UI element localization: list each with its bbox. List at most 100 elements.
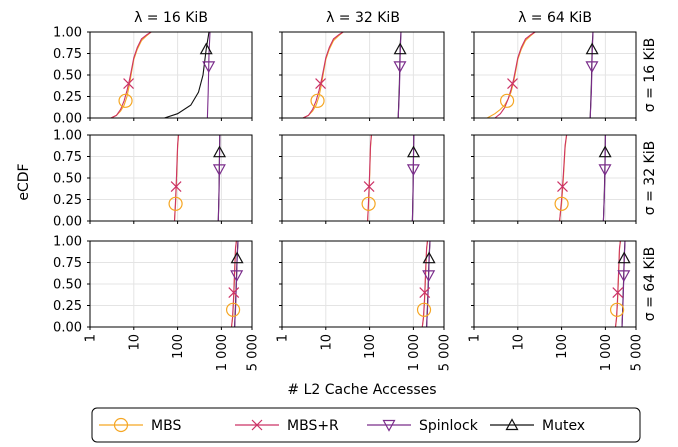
y-tick-label: 0.50: [53, 278, 82, 293]
series-marker: [416, 302, 432, 317]
x-tick-label: 1 000: [215, 334, 230, 371]
y-tick-label: 1.00: [53, 235, 82, 250]
series-marker: [557, 181, 568, 193]
series-marker: [419, 287, 431, 299]
series-marker: [609, 302, 625, 317]
legend-label: MBS+R: [287, 418, 339, 434]
series-marker: [422, 270, 436, 283]
series-marker: [393, 42, 407, 55]
series-line: [559, 134, 568, 222]
series-marker: [598, 164, 612, 177]
series-marker: [598, 145, 612, 158]
x-tick-label: 5 000: [630, 334, 645, 371]
series-marker: [393, 61, 407, 74]
legend-label: Spinlock: [419, 418, 479, 434]
series-marker: [406, 164, 420, 177]
series-marker: [499, 93, 515, 108]
series-line: [367, 134, 372, 222]
y-axis-label: eCDF: [16, 163, 32, 200]
y-tick-label: 0.00: [53, 112, 82, 127]
x-tick-label: 10: [511, 334, 526, 351]
series-marker: [315, 78, 326, 90]
y-tick-label: 0.50: [53, 69, 82, 84]
y-tick-label: 0.75: [53, 47, 82, 62]
x-tick-label: 1: [84, 334, 99, 342]
series-line: [173, 134, 180, 222]
panel: 0.00 0.25 0.50 0.75 1.00: [53, 129, 253, 230]
y-tick-label: 0.75: [53, 150, 82, 165]
y-tick-label: 0.25: [53, 299, 82, 314]
series-marker: [168, 196, 183, 211]
legend-marker: [251, 419, 263, 431]
series-marker: [585, 61, 599, 74]
x-axis-label: # L2 Cache Accesses: [287, 382, 436, 398]
series-marker: [310, 93, 325, 108]
y-tick-label: 0.75: [53, 256, 82, 271]
x-tick-label: 100: [555, 334, 570, 359]
series-marker: [228, 287, 240, 299]
x-tick-label: 100: [171, 334, 186, 359]
series-line: [411, 134, 415, 222]
y-tick-label: 0.25: [53, 90, 82, 105]
x-tick-label: 1: [276, 334, 291, 342]
series-marker: [170, 181, 182, 193]
series-line: [494, 31, 536, 119]
row-header: σ = 16 KiB: [642, 38, 658, 112]
series-marker: [212, 164, 226, 177]
y-tick-label: 0.00: [53, 215, 82, 230]
panel: 0.00 0.25 0.50 0.75 1.00 1 10 100 1 000 5 000: [53, 235, 260, 372]
panel: [471, 134, 637, 224]
series-marker: [363, 181, 375, 193]
x-tick-label: 100: [363, 334, 378, 359]
series-line: [614, 240, 621, 328]
legend-marker: [382, 419, 396, 432]
series-marker: [230, 251, 244, 264]
series-line: [230, 240, 237, 328]
x-tick-label: 10: [127, 334, 142, 351]
series-marker: [507, 78, 518, 90]
y-tick-label: 1.00: [53, 26, 82, 41]
y-tick-label: 0.25: [53, 193, 82, 208]
series-line: [421, 240, 429, 328]
series-marker: [123, 78, 134, 90]
row-header: σ = 64 KiB: [642, 247, 658, 321]
series-marker: [230, 270, 244, 283]
y-tick-label: 0.00: [53, 321, 82, 336]
series-line: [602, 134, 606, 222]
series-marker: [199, 42, 213, 55]
legend-label: MBS: [151, 418, 181, 434]
series-line: [110, 31, 152, 119]
panel: 1 10 100 1 000 5 000: [276, 240, 453, 371]
legend-marker: [505, 418, 519, 431]
column-header: λ = 64 KiB: [518, 10, 592, 26]
legend: MBS MBS+R Spinlock Mutex: [91, 407, 641, 443]
y-tick-label: 0.50: [53, 172, 82, 187]
series-marker: [202, 61, 216, 74]
series-marker: [617, 270, 631, 283]
x-tick-label: 10: [319, 334, 334, 351]
series-marker: [361, 196, 376, 211]
x-tick-label: 5 000: [438, 334, 453, 371]
legend-marker: [113, 417, 129, 433]
series-marker: [422, 251, 436, 264]
series-marker: [213, 145, 227, 158]
series-marker: [585, 42, 599, 55]
x-tick-label: 5 000: [246, 334, 261, 371]
series-line: [164, 31, 210, 119]
legend-box: [91, 407, 641, 443]
series-marker: [612, 287, 624, 299]
series-line: [110, 31, 152, 119]
column-header: λ = 16 KiB: [134, 10, 208, 26]
x-tick-label: 1 000: [599, 334, 614, 371]
x-tick-label: 1 000: [407, 334, 422, 371]
legend-label: Mutex: [542, 418, 585, 434]
row-header: σ = 32 KiB: [642, 141, 658, 215]
series-marker: [617, 251, 631, 264]
series-marker: [225, 302, 241, 317]
panel: 0.00 0.25 0.50 0.75 1.00: [53, 26, 253, 127]
series-line: [302, 31, 344, 119]
column-header: λ = 32 KiB: [326, 10, 400, 26]
series-marker: [118, 93, 133, 108]
y-tick-label: 1.00: [53, 129, 82, 144]
